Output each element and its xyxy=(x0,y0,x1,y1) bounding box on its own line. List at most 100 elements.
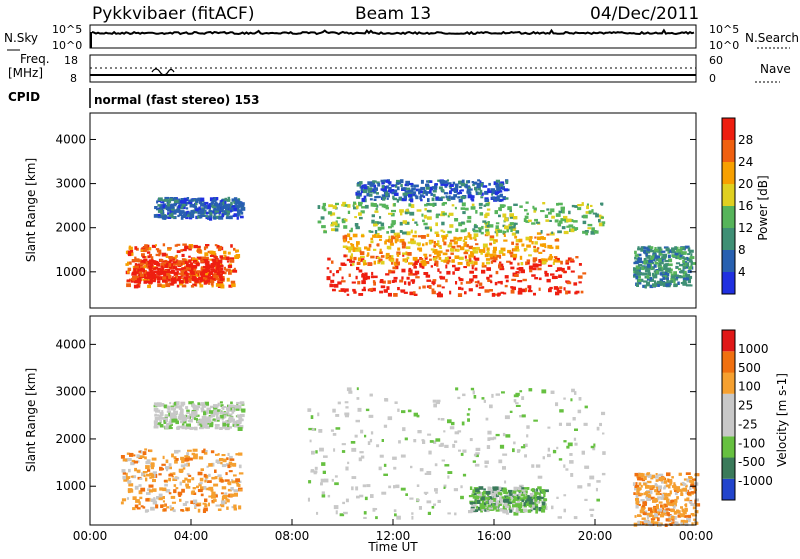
power-cell xyxy=(134,258,140,263)
velocity-cell xyxy=(569,453,573,456)
power-cell xyxy=(437,250,443,254)
power-cell xyxy=(419,258,424,261)
velocity-cell xyxy=(134,504,139,509)
power-cell xyxy=(390,255,394,259)
power-cell xyxy=(223,200,227,205)
power-cell xyxy=(164,215,167,219)
velocity-cell xyxy=(526,425,530,429)
power-cell xyxy=(472,184,475,187)
power-cell xyxy=(460,207,465,210)
power-cell xyxy=(685,284,691,287)
power-cell xyxy=(361,280,366,285)
velocity-cell xyxy=(217,508,222,511)
velocity-cell xyxy=(198,456,204,460)
velocity-cell xyxy=(209,410,214,414)
power-cell xyxy=(387,246,392,250)
velocity-cell xyxy=(185,501,189,504)
velocity-cell xyxy=(149,472,154,476)
velocity-cell xyxy=(690,503,695,506)
power-cell xyxy=(377,183,381,187)
velocity-cell xyxy=(521,396,525,400)
power-cell xyxy=(235,249,239,253)
velocity-cell xyxy=(337,401,341,405)
velocity-cell xyxy=(332,433,337,436)
velocity-cell xyxy=(180,456,185,461)
velocity-cell xyxy=(566,422,571,426)
velocity-cell xyxy=(515,402,519,405)
velocity-cell xyxy=(498,496,503,500)
power-cell xyxy=(362,189,368,194)
velocity-cell xyxy=(518,508,523,511)
velocity-cell xyxy=(379,454,384,458)
power-cell xyxy=(566,290,571,294)
velocity-cell xyxy=(197,489,203,493)
power-cell xyxy=(385,192,389,197)
velocity-cell xyxy=(662,507,665,510)
power-cell xyxy=(394,265,399,270)
power-cell xyxy=(667,258,673,263)
power-cell xyxy=(166,278,170,281)
velocity-cell xyxy=(155,426,159,429)
power-cell xyxy=(167,248,171,251)
velocity-cell xyxy=(645,484,650,489)
velocity-cell xyxy=(165,466,170,470)
power-cell xyxy=(209,204,213,208)
velocity-cell xyxy=(210,450,215,454)
power-cell xyxy=(190,271,195,275)
velocity-cell xyxy=(474,495,478,500)
velocity-cell xyxy=(525,495,528,499)
power-cell xyxy=(216,260,221,264)
power-cell xyxy=(430,228,433,232)
velocity-cell xyxy=(131,475,137,479)
velocity-cell xyxy=(351,486,354,491)
power-cell xyxy=(687,253,690,256)
power-cell xyxy=(517,262,520,266)
power-cell xyxy=(407,241,413,244)
power-cell xyxy=(470,206,476,210)
power-cell xyxy=(501,204,506,207)
power-cell xyxy=(216,263,220,268)
power-cell xyxy=(560,260,563,265)
velocity-cell xyxy=(178,468,184,473)
power-cell xyxy=(666,277,669,281)
power-cell xyxy=(207,215,213,218)
power-cell xyxy=(141,259,146,264)
power-cell xyxy=(547,264,553,267)
velocity-cell xyxy=(335,427,341,430)
velocity-cell xyxy=(354,434,358,438)
velocity-cell xyxy=(440,418,445,421)
power-cell xyxy=(544,245,547,249)
velocity-cell xyxy=(426,471,432,475)
date-title: 04/Dec/2011 xyxy=(590,4,699,24)
velocity-cell xyxy=(226,457,229,461)
power-cell xyxy=(513,256,517,260)
velocity-cell xyxy=(235,481,240,485)
velocity-cell xyxy=(228,419,232,423)
power-cell xyxy=(474,281,478,284)
velocity-cell xyxy=(601,472,606,476)
power-cell xyxy=(127,270,130,274)
power-cell xyxy=(499,198,504,202)
power-cell xyxy=(645,252,648,257)
power-cell xyxy=(432,189,437,193)
velocity-cell xyxy=(169,401,172,405)
velocity-cell xyxy=(660,473,663,477)
power-cell xyxy=(580,290,584,294)
power-cell xyxy=(178,205,181,209)
power-cell xyxy=(481,225,484,230)
power-cell xyxy=(497,293,500,297)
velocity-cell xyxy=(236,414,241,418)
power-cell xyxy=(181,284,187,288)
velocity-cell xyxy=(666,512,670,516)
velocity-cell xyxy=(376,444,380,448)
power-cell xyxy=(405,252,408,256)
power-cell xyxy=(177,260,182,264)
velocity-cell xyxy=(184,477,188,481)
power-cell xyxy=(240,211,244,215)
power-cell xyxy=(650,255,655,259)
velocity-cell xyxy=(650,518,656,521)
velocity-cell xyxy=(640,506,645,510)
power-cell xyxy=(435,222,438,227)
velocity-cell xyxy=(392,456,397,460)
power-cell xyxy=(133,268,137,271)
